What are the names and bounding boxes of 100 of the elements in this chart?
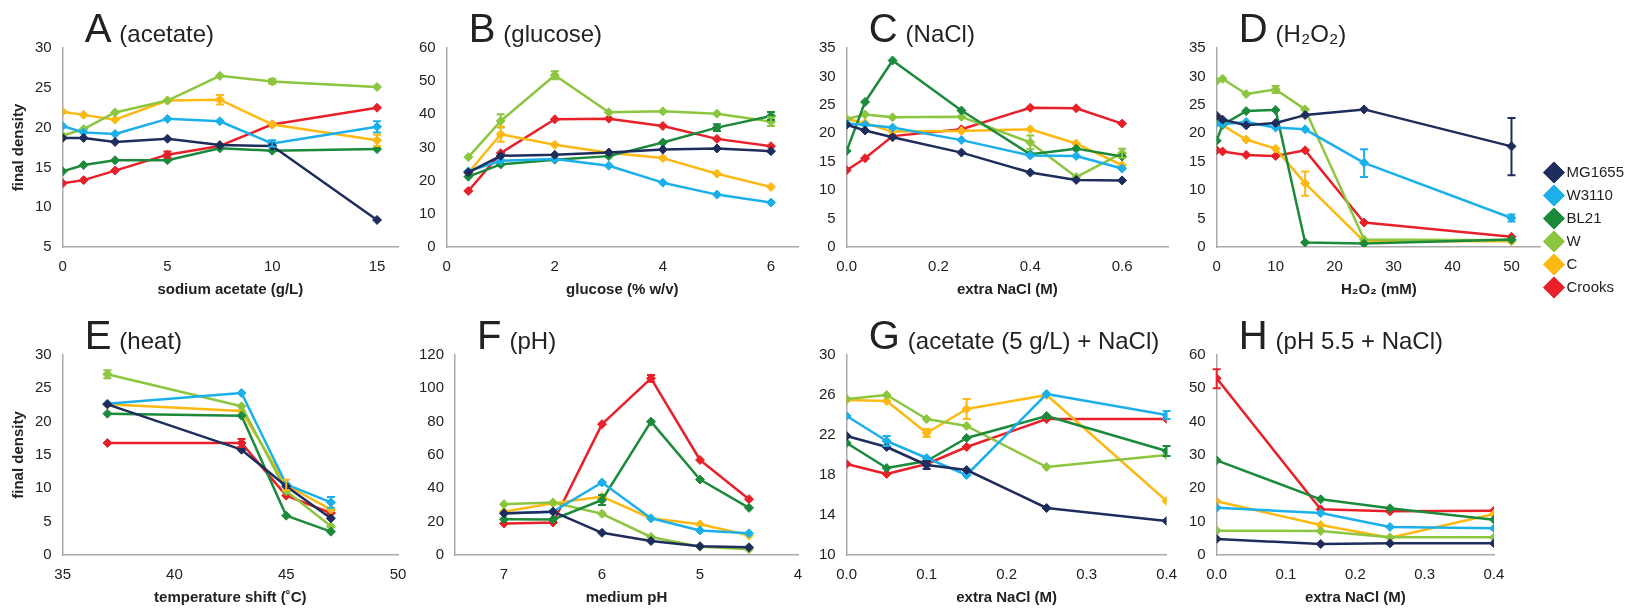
x-axis-title: temperature shift (˚C): [154, 588, 307, 606]
y-tick-label: 0: [1197, 545, 1206, 563]
x-tick-label: 35: [54, 565, 72, 583]
x-tick-label: 0.4: [1483, 565, 1505, 583]
y-tick-label: 30: [1189, 66, 1206, 84]
x-tick-label: 0.0: [836, 257, 858, 275]
y-tick-label: 30: [819, 66, 836, 84]
x-tick-label: 40: [166, 565, 183, 583]
y-tick-label: 120: [419, 345, 445, 363]
y-tick-label: 0: [1197, 237, 1206, 255]
legend-label: MG1655: [1566, 162, 1625, 180]
y-tick-label: 80: [427, 411, 445, 429]
y-tick-label: 0: [435, 545, 445, 563]
x-tick-label: 0: [1212, 257, 1221, 275]
y-tick-label: 60: [427, 445, 445, 463]
y-tick-label: 25: [1189, 95, 1206, 112]
y-tick-label: 22: [819, 425, 836, 443]
x-tick-label: 0.3: [1076, 565, 1098, 583]
y-tick-label: 0: [43, 545, 52, 563]
y-tick-label: 15: [35, 157, 52, 175]
legend-label: W: [1566, 231, 1582, 249]
x-axis-title: extra NaCl (M): [956, 588, 1058, 606]
y-tick-label: 15: [35, 445, 52, 463]
y-tick-label: 10: [1189, 180, 1206, 198]
y-tick-label: 40: [1189, 411, 1206, 429]
y-tick-label: 25: [35, 77, 52, 95]
y-tick-label: 10: [35, 197, 52, 215]
x-tick-label: 20: [1326, 257, 1343, 275]
x-axis-title: extra NaCl (M): [1304, 588, 1406, 606]
y-tick-label: 20: [419, 170, 436, 188]
y-tick-label: 10: [819, 180, 836, 198]
chart-title: H: [1238, 313, 1268, 357]
y-tick-label: 50: [1189, 378, 1206, 396]
x-tick-label: 45: [277, 565, 295, 583]
y-tick-label: 5: [43, 237, 52, 255]
chart-title: D: [1238, 6, 1268, 50]
x-axis-title: glucose (% w/v): [566, 280, 679, 298]
chart-title: G: [868, 313, 900, 357]
y-tick-label: 0: [427, 237, 436, 255]
y-tick-label: 15: [819, 151, 836, 169]
x-tick-label: 0.2: [928, 257, 949, 275]
y-tick-label: 25: [819, 95, 836, 112]
y-tick-label: 30: [35, 345, 52, 363]
x-tick-label: 40: [1444, 257, 1461, 275]
y-tick-label: 20: [819, 123, 836, 141]
x-tick-label: 10: [263, 257, 281, 275]
x-tick-label: 0.0: [836, 565, 858, 583]
x-axis-title: medium pH: [585, 588, 668, 606]
y-tick-label: 15: [1189, 151, 1206, 169]
x-tick-label: 0.6: [1111, 257, 1133, 275]
y-tick-label: 20: [1189, 478, 1206, 496]
chart-title: A: [84, 6, 112, 50]
x-tick-label: 5: [695, 565, 705, 583]
x-axis-title: extra NaCl (M): [956, 280, 1058, 298]
x-tick-label: 50: [389, 565, 407, 583]
legend-label: C: [1566, 254, 1578, 272]
x-tick-label: 0.4: [1156, 565, 1177, 583]
chart-title: F: [477, 313, 502, 357]
y-tick-label: 26: [819, 385, 836, 403]
y-tick-label: 14: [819, 505, 836, 523]
x-tick-label: 2: [550, 257, 559, 275]
x-tick-label: 0.1: [916, 565, 938, 583]
chart-subtitle: (NaCl): [905, 20, 975, 47]
chart-subtitle: (glucose): [503, 20, 603, 47]
x-tick-label: 0: [58, 257, 67, 275]
y-tick-label: 25: [35, 378, 52, 396]
y-tick-label: 30: [35, 38, 52, 56]
chart-subtitle: (acetate (5 g/L) + NaCl): [907, 327, 1160, 354]
chart-subtitle: (H₂O₂): [1275, 20, 1347, 47]
chart-title: B: [468, 6, 496, 50]
x-axis-title: sodium acetate (g/L): [157, 280, 304, 298]
x-axis-title: H₂O₂ (mM): [1340, 280, 1417, 298]
y-axis-title: final density: [9, 103, 27, 192]
x-tick-label: 0.0: [1206, 565, 1228, 583]
y-tick-label: 10: [419, 203, 436, 221]
y-tick-label: 10: [35, 478, 52, 496]
y-tick-label: 30: [419, 137, 436, 155]
chart-subtitle: (pH 5.5 + NaCl): [1275, 327, 1443, 354]
y-tick-label: 20: [427, 511, 445, 529]
legend-label: Crooks: [1566, 277, 1614, 295]
x-tick-label: 15: [368, 257, 386, 275]
x-tick-label: 4: [658, 257, 668, 275]
y-tick-label: 30: [1189, 445, 1206, 463]
chart-subtitle: (pH): [509, 327, 557, 354]
y-tick-label: 35: [819, 38, 836, 56]
x-tick-label: 5: [163, 257, 172, 275]
y-tick-label: 5: [827, 208, 836, 226]
y-tick-label: 50: [419, 71, 436, 89]
chart-title: E: [84, 313, 112, 357]
y-axis-title: final density: [9, 410, 27, 499]
y-tick-label: 100: [419, 378, 445, 396]
x-tick-label: 6: [766, 257, 776, 275]
y-tick-label: 30: [819, 345, 836, 363]
y-tick-label: 5: [1197, 208, 1206, 226]
y-tick-label: 18: [819, 465, 836, 483]
y-tick-label: 35: [1189, 38, 1206, 56]
x-tick-label: 7: [499, 565, 509, 583]
y-tick-label: 40: [419, 104, 436, 122]
chart-subtitle: (acetate): [119, 20, 215, 47]
y-tick-label: 5: [43, 511, 52, 529]
